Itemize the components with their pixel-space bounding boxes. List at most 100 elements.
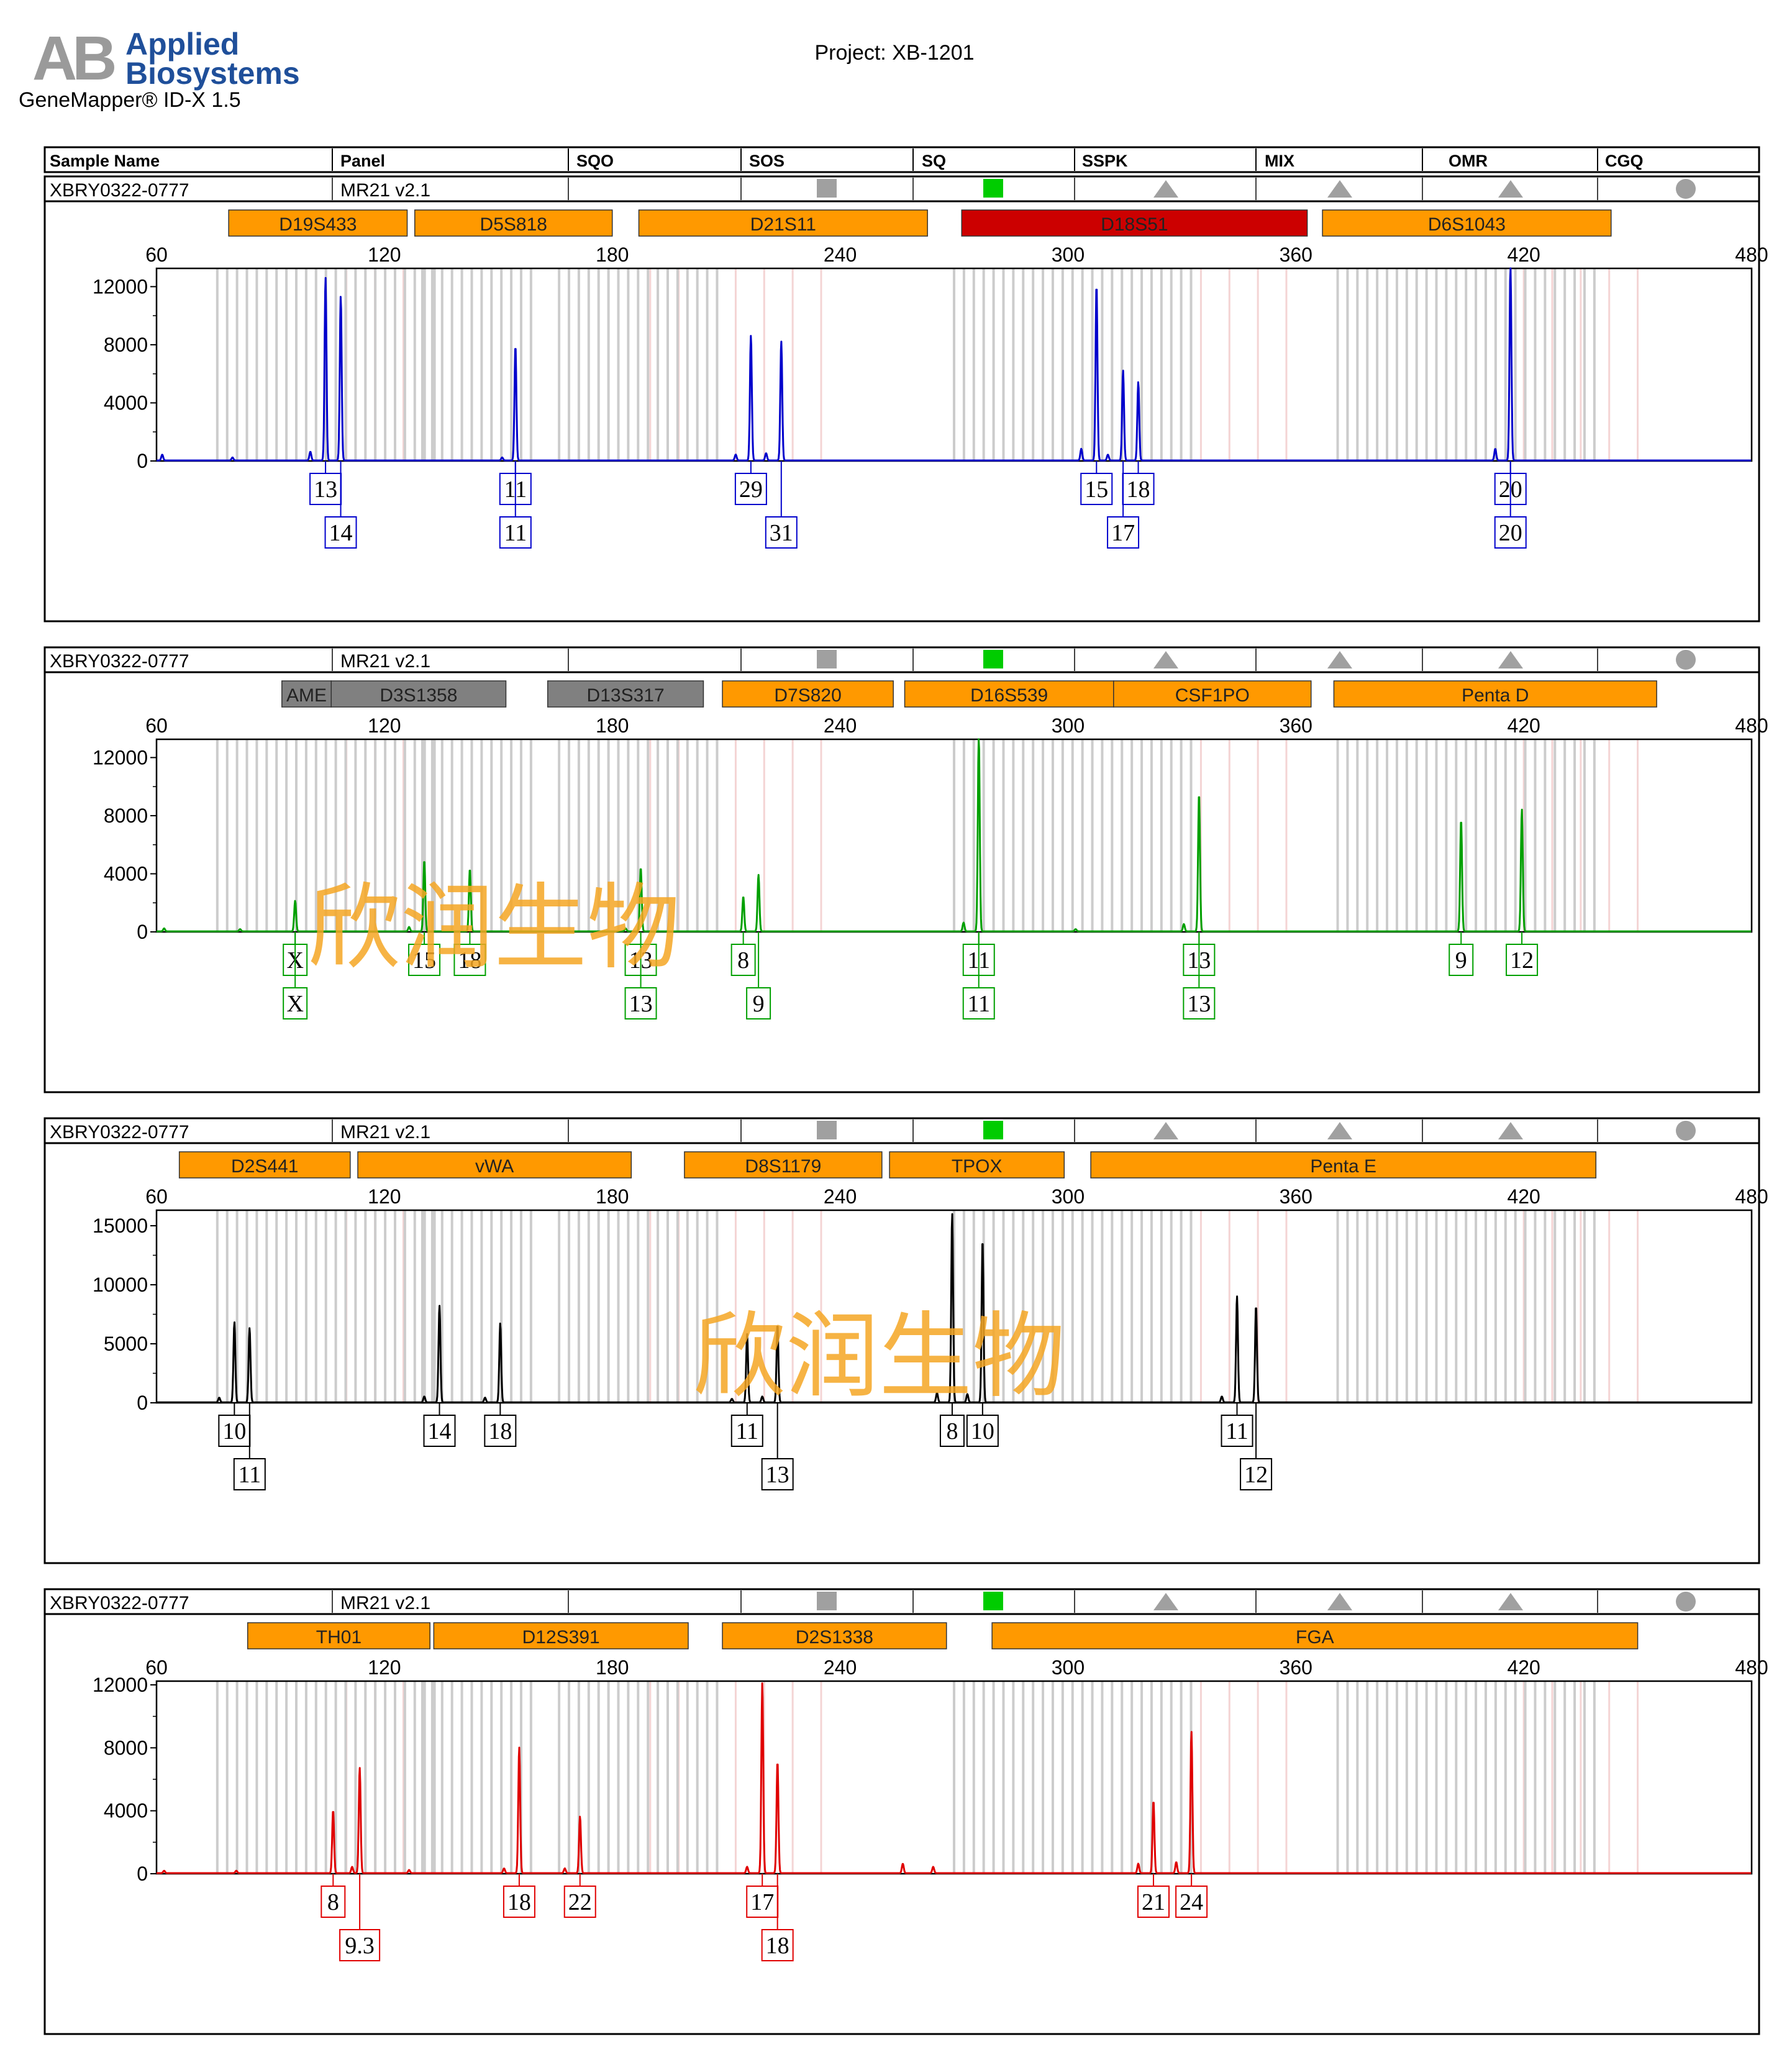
panel-green: XBRY0322-0777 MR21 v2.1 AME D3S1358 D13S317 D… <box>43 646 1768 1093</box>
marker-th01[interactable] <box>247 1622 430 1649</box>
allele-call-box[interactable] <box>233 1458 266 1490</box>
marker-penta-e[interactable] <box>1090 1151 1597 1179</box>
marker-d19s433[interactable] <box>228 209 408 237</box>
allele-call-box[interactable] <box>499 516 532 549</box>
brand-line1: Applied <box>125 27 239 62</box>
marker-d8s1179[interactable] <box>684 1151 883 1179</box>
allele-call-box[interactable] <box>503 1886 535 1918</box>
marker-d5s818[interactable] <box>414 209 613 237</box>
marker-d7s820[interactable] <box>722 680 894 708</box>
marker-d3s1358[interactable] <box>330 680 507 708</box>
sspk-triangle-icon <box>1153 1593 1178 1610</box>
omr-triangle-icon <box>1498 180 1523 198</box>
allele-call-box[interactable] <box>1506 944 1539 976</box>
allele-call-box[interactable] <box>309 473 342 505</box>
allele-call-box[interactable] <box>1080 473 1113 505</box>
allele-call-box[interactable] <box>321 1886 346 1918</box>
allele-call-label: 18 <box>766 1933 789 1959</box>
x-tick-label: 240 <box>824 714 857 737</box>
allele-call-label: 14 <box>428 1418 452 1444</box>
allele-call-box[interactable] <box>453 944 486 976</box>
allele-call-box[interactable] <box>765 516 798 549</box>
allele-call-box[interactable] <box>484 1415 517 1447</box>
y-tick-label: 0 <box>137 1863 148 1885</box>
allele-call-box[interactable] <box>408 944 441 976</box>
y-tick-label: 4000 <box>104 862 148 885</box>
allele-call-box[interactable] <box>746 1886 779 1918</box>
x-tick-label: 180 <box>596 244 629 266</box>
allele-call-box[interactable] <box>746 987 771 1019</box>
allele-call-box[interactable] <box>730 944 756 976</box>
allele-call-box[interactable] <box>939 1415 965 1447</box>
x-tick-label: 360 <box>1280 1185 1312 1208</box>
x-tick-label: 60 <box>145 1656 168 1679</box>
allele-call-box[interactable] <box>962 987 995 1019</box>
sq-pass-square-icon <box>983 179 1003 198</box>
marker-fga[interactable] <box>991 1622 1639 1649</box>
allele-call-box[interactable] <box>563 1886 596 1918</box>
allele-call-box[interactable] <box>1107 516 1140 549</box>
allele-call-label: 13 <box>1187 991 1211 1017</box>
allele-call-box[interactable] <box>324 516 357 549</box>
allele-call-box[interactable] <box>218 1415 251 1447</box>
y-tick-label: 12000 <box>93 1674 148 1696</box>
allele-call-box[interactable] <box>761 1458 794 1490</box>
marker-penta-d[interactable] <box>1333 680 1657 708</box>
sspk-triangle-icon <box>1153 651 1178 668</box>
marker-label: D12S391 <box>522 1627 600 1648</box>
allele-call-label: 29 <box>739 477 763 503</box>
allele-call-label: 17 <box>1111 520 1135 546</box>
marker-label: D18S51 <box>1101 214 1168 235</box>
marker-label: AME <box>286 685 327 706</box>
x-tick-label: 180 <box>596 1656 629 1679</box>
y-tick-label: 0 <box>137 921 148 943</box>
allele-call-box[interactable] <box>734 473 767 505</box>
marker-d18s51[interactable] <box>961 209 1308 237</box>
sos-square-icon <box>817 650 837 668</box>
marker-d12s391[interactable] <box>433 1622 689 1649</box>
marker-d6s1043[interactable] <box>1322 209 1612 237</box>
marker-label: Penta D <box>1462 685 1529 706</box>
y-tick-label: 12000 <box>93 746 148 769</box>
allele-call-box[interactable] <box>1137 1886 1170 1918</box>
allele-call-box[interactable] <box>1240 1458 1273 1490</box>
marker-vwa[interactable] <box>357 1151 632 1179</box>
panel-name: MR21 v2.1 <box>340 651 430 672</box>
marker-d2s441[interactable] <box>178 1151 351 1179</box>
x-tick-label: 420 <box>1507 1185 1540 1208</box>
allele-call-box[interactable] <box>624 987 657 1019</box>
column-header-bar <box>43 146 1760 173</box>
marker-d21s11[interactable] <box>638 209 928 237</box>
marker-label: TH01 <box>316 1627 362 1648</box>
column-header-sample-name: Sample Name <box>50 152 160 170</box>
allele-call-box[interactable] <box>730 1415 763 1447</box>
allele-call-box[interactable] <box>966 1415 999 1447</box>
allele-call-box[interactable] <box>423 1415 456 1447</box>
allele-call-box[interactable] <box>1183 987 1216 1019</box>
column-headers: Sample Name Panel SQO SOS SQ SSPK MIX OMR CGQ <box>50 148 1644 171</box>
x-tick-label: 360 <box>1280 244 1312 266</box>
marker-tpox[interactable] <box>889 1151 1065 1179</box>
x-tick-label: 120 <box>368 1656 401 1679</box>
marker-d16s539[interactable] <box>904 680 1114 708</box>
marker-label: D13S317 <box>587 685 665 706</box>
trace-green <box>156 738 1752 933</box>
y-tick-label: 5000 <box>104 1333 148 1355</box>
marker-d13s317[interactable] <box>547 680 704 708</box>
allele-call-box[interactable] <box>1449 944 1474 976</box>
panel-black: XBRY0322-0777 MR21 v2.1 D2S441 vWA D8S1179 TP… <box>43 1117 1768 1564</box>
mix-triangle-icon <box>1327 651 1352 668</box>
allele-call-box[interactable] <box>1494 516 1527 549</box>
marker-csf1po[interactable] <box>1113 680 1312 708</box>
x-tick-label: 300 <box>1052 244 1085 266</box>
mix-triangle-icon <box>1327 1122 1352 1139</box>
allele-call-box[interactable] <box>283 987 308 1019</box>
y-tick-label: 0 <box>137 450 148 472</box>
panel-frame <box>43 1117 1760 1564</box>
marker-d2s1338[interactable] <box>722 1622 947 1649</box>
allele-call-box[interactable] <box>1175 1886 1208 1918</box>
allele-call-box[interactable] <box>339 1929 381 1961</box>
allele-call-box[interactable] <box>761 1929 794 1961</box>
allele-call-box[interactable] <box>1221 1415 1253 1447</box>
y-tick-label: 4000 <box>104 391 148 414</box>
